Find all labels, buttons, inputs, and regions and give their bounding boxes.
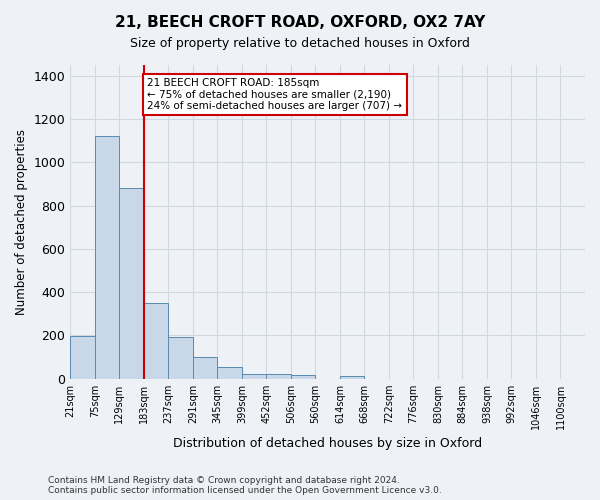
Bar	[169, 337, 193, 378]
Bar	[95, 136, 119, 378]
Text: 21, BEECH CROFT ROAD, OXFORD, OX2 7AY: 21, BEECH CROFT ROAD, OXFORD, OX2 7AY	[115, 15, 485, 30]
X-axis label: Distribution of detached houses by size in Oxford: Distribution of detached houses by size …	[173, 437, 482, 450]
Bar	[217, 368, 242, 378]
Bar	[144, 303, 169, 378]
Bar	[340, 376, 364, 378]
Bar	[291, 376, 316, 378]
Bar	[119, 188, 144, 378]
Text: Contains HM Land Registry data © Crown copyright and database right 2024.
Contai: Contains HM Land Registry data © Crown c…	[48, 476, 442, 495]
Text: 21 BEECH CROFT ROAD: 185sqm
← 75% of detached houses are smaller (2,190)
24% of : 21 BEECH CROFT ROAD: 185sqm ← 75% of det…	[148, 78, 403, 111]
Y-axis label: Number of detached properties: Number of detached properties	[15, 129, 28, 315]
Text: Size of property relative to detached houses in Oxford: Size of property relative to detached ho…	[130, 38, 470, 51]
Bar	[266, 374, 291, 378]
Bar	[70, 336, 95, 378]
Bar	[242, 374, 266, 378]
Bar	[193, 357, 217, 378]
